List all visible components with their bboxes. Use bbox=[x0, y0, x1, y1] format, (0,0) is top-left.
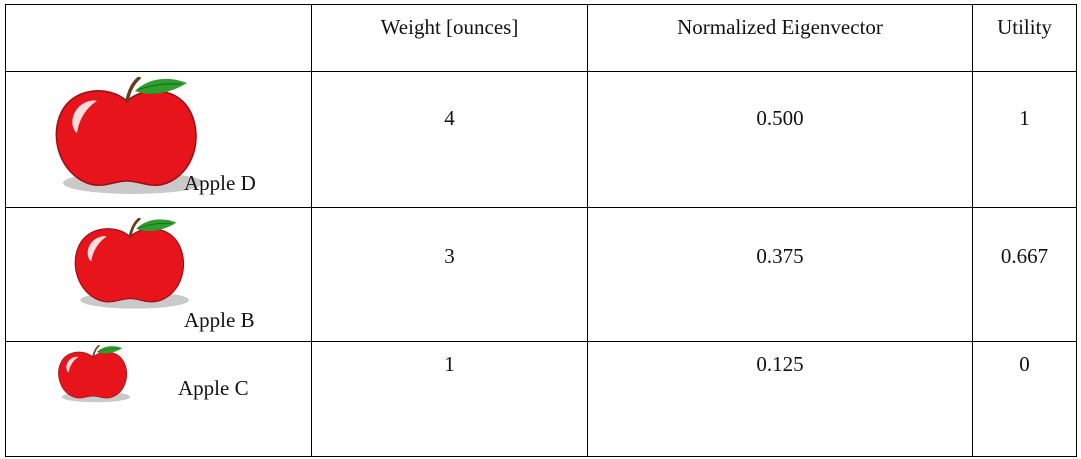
apple-label: Apple C bbox=[178, 376, 249, 400]
weight-cell: 3 bbox=[311, 207, 588, 342]
table-row: Apple B 3 0.375 0.667 bbox=[5, 207, 1077, 342]
apple-cell: Apple C bbox=[5, 341, 312, 457]
apple-cell: Apple D bbox=[5, 71, 312, 208]
apple-icon bbox=[54, 345, 132, 404]
table-row: Apple D 4 0.500 1 bbox=[5, 71, 1077, 208]
utility-cell: 0 bbox=[972, 341, 1077, 457]
apples-table: Weight [ounces] Normalized Eigenvector U… bbox=[5, 4, 1077, 457]
header-row: Weight [ounces] Normalized Eigenvector U… bbox=[5, 4, 1077, 72]
apple-label: Apple D bbox=[184, 171, 256, 195]
eigenvector-cell: 0.125 bbox=[587, 341, 973, 457]
weight-cell: 1 bbox=[311, 341, 588, 457]
utility-cell: 0.667 bbox=[972, 207, 1077, 342]
apple-cell: Apple B bbox=[5, 207, 312, 342]
eigenvector-cell: 0.500 bbox=[587, 71, 973, 208]
header-utility: Utility bbox=[972, 4, 1077, 72]
apple-label: Apple B bbox=[184, 308, 255, 332]
utility-cell: 1 bbox=[972, 71, 1077, 208]
apple-icon bbox=[47, 77, 207, 197]
header-cell-empty bbox=[5, 4, 312, 72]
weight-cell: 4 bbox=[311, 71, 588, 208]
eigenvector-cell: 0.375 bbox=[587, 207, 973, 342]
header-weight: Weight [ounces] bbox=[311, 4, 588, 72]
header-eigenvector: Normalized Eigenvector bbox=[587, 4, 973, 72]
apple-icon bbox=[68, 218, 192, 311]
table-row: Apple C 1 0.125 0 bbox=[5, 341, 1077, 457]
